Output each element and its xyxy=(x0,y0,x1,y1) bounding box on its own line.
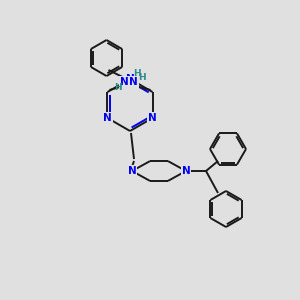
Text: N: N xyxy=(103,113,112,123)
Text: N: N xyxy=(129,77,138,87)
Text: H: H xyxy=(138,74,145,82)
Text: H: H xyxy=(133,68,140,77)
Text: N: N xyxy=(148,113,157,123)
Text: N: N xyxy=(128,166,136,176)
Text: N: N xyxy=(126,74,134,84)
Text: N: N xyxy=(182,166,190,176)
Text: H: H xyxy=(114,82,121,91)
Text: N: N xyxy=(120,77,129,87)
